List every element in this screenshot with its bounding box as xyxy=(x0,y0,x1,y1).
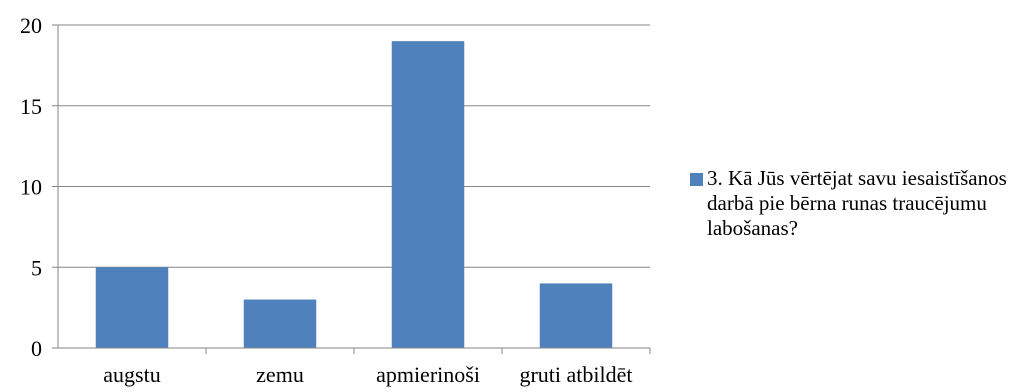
legend-series-label: 3. Kā Jūs vērtējat savu iesaistīšanos da… xyxy=(707,166,1007,240)
bar-1 xyxy=(95,267,169,348)
bar-4 xyxy=(539,283,613,348)
legend: 3. Kā Jūs vērtējat savu iesaistīšanos da… xyxy=(690,166,1010,241)
gridlines xyxy=(58,24,650,268)
axes xyxy=(52,24,651,354)
y-tick-label: 15 xyxy=(20,94,42,119)
y-tick-label: 0 xyxy=(31,336,42,361)
x-tick-label: zemu xyxy=(256,362,304,387)
x-tick-label: gruti atbildēt xyxy=(519,362,632,387)
tick-labels: 0 5 10 15 20 augstu zemu apmierinoši gruti atbil… xyxy=(20,13,633,387)
y-tick-label: 5 xyxy=(31,255,42,280)
y-tick-label: 10 xyxy=(20,175,42,200)
bar-3 xyxy=(391,41,465,349)
y-tick-label: 20 xyxy=(20,13,42,38)
bar-2 xyxy=(243,299,317,348)
x-tick-label: augstu xyxy=(103,362,160,387)
bars xyxy=(95,41,613,349)
legend-swatch xyxy=(690,173,703,186)
x-tick-label: apmierinoši xyxy=(376,362,480,387)
